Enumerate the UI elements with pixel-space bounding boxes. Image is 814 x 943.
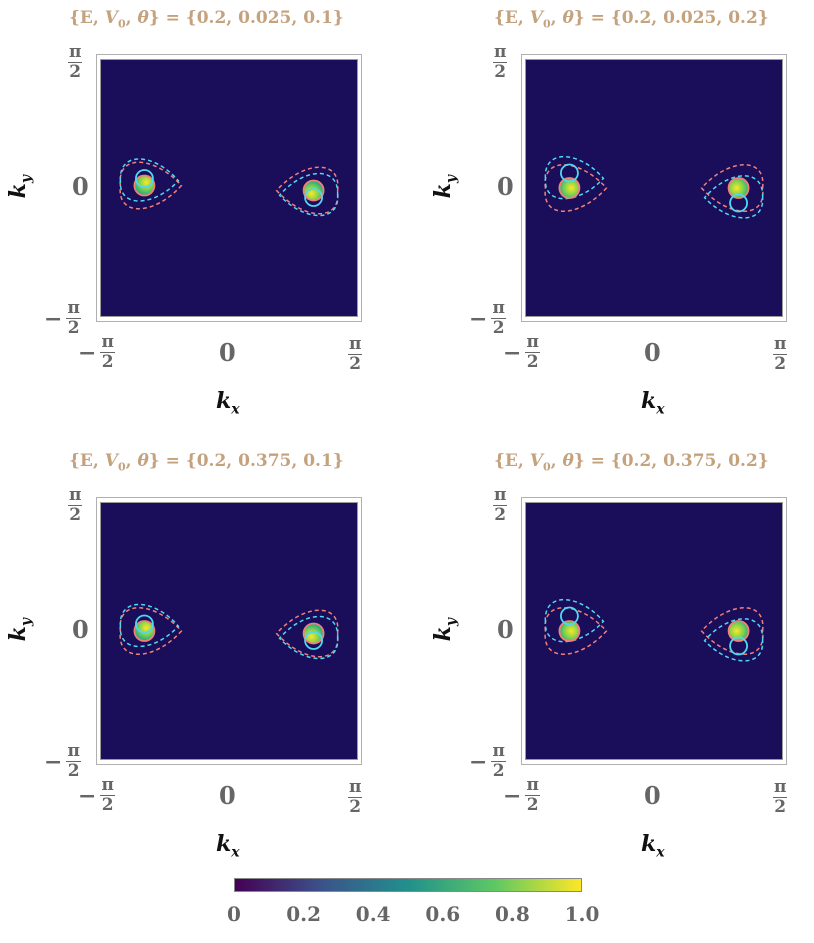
fermi-contour-cyan — [703, 175, 764, 219]
hotspot-ring — [135, 169, 154, 188]
xtick-zero: 0 — [644, 781, 661, 810]
plot-frame — [96, 497, 362, 765]
y-axis-label: ky — [5, 175, 35, 199]
colorbar-tick: 0.2 — [286, 902, 321, 926]
colorbar-tick: 0.4 — [355, 902, 391, 926]
fermi-contour-salmon — [119, 607, 183, 655]
ytick-zero: 0 — [497, 172, 514, 201]
fermi-contour-salmon — [700, 607, 764, 655]
hotspot-disk — [558, 620, 581, 642]
x-axis-label: kx — [641, 831, 665, 861]
hotspot-ring — [560, 163, 579, 183]
fermi-contour-cyan — [278, 615, 339, 660]
colorbar-tick: 0.6 — [425, 902, 461, 926]
y-axis-label: ky — [5, 618, 35, 642]
hotspot-disk — [727, 177, 750, 199]
x-axis-label: kx — [216, 831, 240, 861]
hotspot-disk — [727, 620, 750, 642]
fermi-contour-cyan — [278, 172, 339, 217]
colorbar-tick: 0.8 — [494, 902, 530, 926]
ytick-bottom: − π 2 — [469, 741, 506, 781]
colorbar-tick: 1.0 — [564, 902, 600, 926]
hotspot-disk — [302, 622, 325, 645]
panel-title: {E, V0, θ} = {0.2, 0.375, 0.2} — [494, 451, 769, 474]
fermi-contour-salmon — [544, 607, 608, 655]
panel-title: {E, V0, θ} = {0.2, 0.025, 0.2} — [494, 8, 769, 31]
fermi-contour-salmon — [700, 164, 764, 212]
ytick-bottom: − π 2 — [469, 298, 506, 338]
hotspot-ring — [729, 193, 748, 213]
plot-panel-4: {E, V0, θ} = {0.2, 0.375, 0.2} π 2 0 − π 2− π 2 0… — [425, 443, 814, 873]
fermi-contour-cyan — [119, 158, 180, 202]
xtick-left: − π 2 — [78, 775, 115, 815]
ytick-bottom: − π 2 — [44, 298, 81, 338]
hotspot-ring — [304, 188, 323, 207]
hotspot-disk — [133, 174, 156, 197]
ytick-bottom: − π 2 — [44, 741, 81, 781]
fermi-contour-salmon — [119, 161, 183, 210]
xtick-zero: 0 — [644, 338, 661, 367]
colorbar-tick: 0 — [227, 902, 241, 926]
xtick-left: − π 2 — [78, 332, 115, 372]
hotspot-ring — [304, 631, 323, 650]
xtick-left: − π 2 — [503, 775, 540, 815]
xtick-left: − π 2 — [503, 332, 540, 372]
fermi-contour-cyan — [703, 618, 764, 662]
fermi-contour-cyan — [544, 599, 605, 643]
hotspot-ring — [729, 636, 748, 656]
fermi-contour-salmon — [275, 166, 339, 215]
plot-panel-3: {E, V0, θ} = {0.2, 0.375, 0.1} π 2 0 − π 2− π 2 0… — [0, 443, 400, 873]
colorbar — [234, 878, 582, 892]
x-axis-label: kx — [216, 388, 240, 418]
fermi-contour-salmon — [544, 164, 608, 212]
fermi-contour-cyan — [119, 603, 180, 648]
plot-panel-2: {E, V0, θ} = {0.2, 0.025, 0.2} π 2 0 − π 2− π 2 0… — [425, 0, 814, 430]
hotspot-disk — [302, 179, 325, 202]
hotspot-ring — [135, 614, 154, 634]
y-axis-label: ky — [430, 618, 460, 642]
plot-frame — [96, 54, 362, 322]
hotspot-ring — [560, 606, 579, 626]
xtick-zero: 0 — [219, 781, 236, 810]
y-axis-label: ky — [430, 175, 460, 199]
hotspot-disk — [133, 620, 156, 642]
fermi-contour-cyan — [544, 156, 605, 200]
ytick-zero: 0 — [72, 172, 89, 201]
ytick-zero: 0 — [72, 615, 89, 644]
ytick-zero: 0 — [497, 615, 514, 644]
xtick-zero: 0 — [219, 338, 236, 367]
hotspot-disk — [558, 177, 581, 199]
heatmap-overlay — [119, 158, 339, 217]
x-axis-label: kx — [641, 388, 665, 418]
plot-frame — [521, 497, 787, 765]
panel-title: {E, V0, θ} = {0.2, 0.025, 0.1} — [69, 8, 344, 31]
heatmap-overlay — [544, 156, 764, 219]
heatmap-overlay — [544, 599, 764, 662]
plot-panel-1: {E, V0, θ} = {0.2, 0.025, 0.1} π 2 0 − π 2− π 2 0… — [0, 0, 400, 430]
panel-title: {E, V0, θ} = {0.2, 0.375, 0.1} — [69, 451, 344, 474]
plot-frame — [521, 54, 787, 322]
heatmap-overlay — [119, 603, 339, 660]
fermi-contour-salmon — [275, 609, 339, 658]
